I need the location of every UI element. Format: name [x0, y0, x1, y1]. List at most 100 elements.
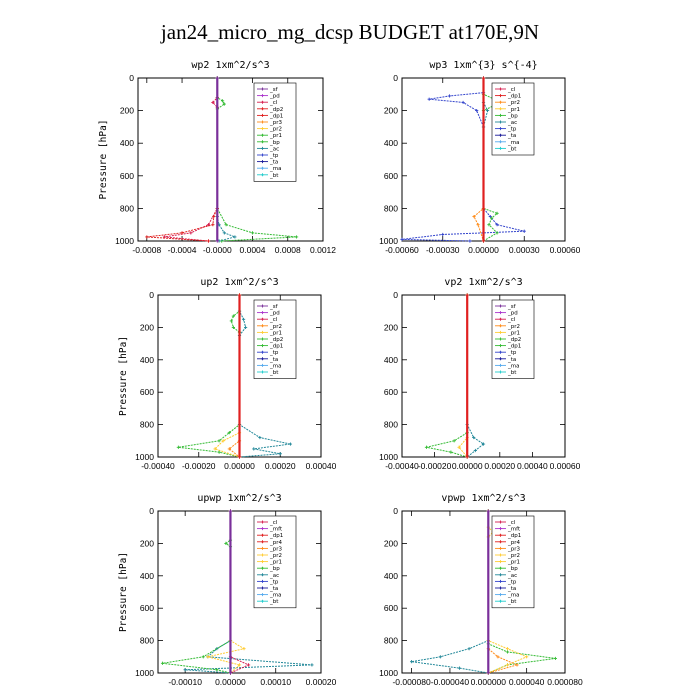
series-marker — [231, 325, 235, 329]
legend-marker — [261, 586, 264, 590]
legend-entry: _ma — [507, 593, 519, 599]
legend-entry: _ta — [269, 160, 278, 166]
chart-panel-5: upwp 1xm^2/s^3 0 200 400 600 800 1000 -0.00010 0… — [118, 493, 337, 687]
legend-entry: _ac — [269, 573, 279, 579]
x-tick-label: 0.00020 — [484, 461, 515, 471]
legend-entry: _bp — [269, 566, 280, 572]
legend-marker — [499, 146, 502, 150]
series-marker — [242, 647, 246, 651]
legend-marker — [499, 357, 502, 361]
legend-entry: _tp — [269, 153, 279, 159]
series-marker — [189, 231, 193, 235]
series-marker — [246, 663, 251, 667]
legend-marker — [261, 533, 264, 537]
series-marker — [472, 214, 476, 219]
chart-panel-1: wp2 1xm^2/s^3 0 200 400 600 800 1000-0.0008 -0.… — [98, 60, 336, 255]
x-tick-label: -0.0008 — [132, 245, 161, 255]
legend-entry: _pd — [507, 311, 518, 317]
y-tick-label: 600 — [140, 387, 154, 397]
y-tick-label: 1000 — [135, 668, 154, 678]
figure-title: jan24_micro_mg_dcsp BUDGET at170E,9N — [160, 20, 540, 44]
y-tick-label: 200 — [140, 538, 154, 548]
series-line — [216, 78, 237, 242]
legend-marker — [261, 311, 264, 315]
legend-entry: _ma — [507, 363, 519, 369]
legend-marker — [499, 579, 502, 583]
legend-marker — [499, 344, 502, 348]
legend-marker — [261, 363, 264, 367]
y-tick-label: 600 — [140, 603, 154, 613]
legend-entry: _mft — [507, 527, 521, 533]
y-tick-label: 0 — [393, 506, 398, 516]
legend-marker — [499, 593, 502, 597]
series-marker — [495, 211, 499, 215]
series-line — [214, 295, 240, 458]
x-tick-label: -0.000080 — [392, 677, 431, 687]
y-tick-label: 800 — [384, 636, 398, 646]
legend-entry: _pr2 — [269, 553, 282, 559]
legend-entry: _bt — [269, 599, 279, 605]
series-line — [426, 295, 468, 458]
legend-entry: _bt — [507, 599, 517, 605]
series-marker — [525, 655, 529, 659]
series-marker — [485, 109, 490, 113]
series-marker — [288, 442, 293, 446]
series-marker — [447, 94, 452, 98]
legend-marker — [499, 113, 502, 117]
legend-entry: _ac — [507, 573, 517, 579]
series-marker — [237, 293, 242, 297]
legend-marker — [261, 344, 264, 348]
legend-entry: _dp1 — [507, 533, 521, 539]
panel-title: vpwp 1xm^2/s^3 — [441, 493, 525, 504]
x-tick-label: 0.00000 — [468, 245, 499, 255]
legend-entry: _dp1 — [269, 344, 283, 350]
legend-marker — [261, 94, 264, 98]
series-marker — [515, 663, 519, 667]
legend-entry: _tp — [507, 127, 517, 133]
series-marker — [206, 223, 211, 227]
legend-box — [253, 82, 297, 182]
series-marker — [228, 509, 233, 513]
series-marker — [222, 102, 226, 106]
series-marker — [481, 76, 486, 80]
y-tick-label: 800 — [140, 420, 154, 430]
legend-marker — [499, 94, 502, 98]
y-tick-label: 200 — [384, 538, 398, 548]
legend-marker — [261, 337, 264, 341]
legend-entry: _mft — [269, 527, 283, 533]
legend-marker — [261, 560, 264, 564]
series-marker — [310, 663, 314, 667]
legend-entry: _pr4 — [269, 540, 283, 546]
series-marker — [495, 223, 499, 227]
chart-panel-3: up2 1xm^2/s^3 0 200 400 600 800 1000-0.00040 -0… — [118, 277, 337, 471]
legend-marker — [499, 140, 502, 144]
legend-marker — [499, 370, 502, 374]
legend-entry: _ta — [507, 357, 516, 363]
series-marker — [237, 455, 242, 459]
plot-frame — [401, 510, 566, 674]
legend-entry: _pr1 — [507, 560, 520, 566]
legend-entry: _pr4 — [507, 540, 521, 546]
series-marker — [449, 450, 453, 454]
legend-entry: _dp2 — [507, 337, 521, 343]
legend-marker — [499, 540, 502, 544]
x-tick-label: 0.0012 — [310, 245, 336, 255]
plot-frame — [157, 510, 322, 674]
y-tick-label: 800 — [140, 636, 154, 646]
legend-marker — [261, 330, 264, 334]
series-line — [162, 511, 231, 674]
chart-panel-2: wp3 1xm^{3} s^{-4}02004006008001000-0.00… — [379, 60, 581, 255]
series-marker — [481, 239, 486, 243]
y-tick-label: 200 — [120, 106, 134, 116]
series-marker — [505, 663, 510, 667]
series-marker — [294, 235, 299, 239]
series-line — [146, 78, 218, 242]
legend-marker — [499, 586, 502, 590]
legend-marker — [499, 546, 502, 550]
legend-entry: _pd — [269, 311, 280, 317]
panel-title: wp3 1xm^{3} s^{-4} — [429, 60, 537, 71]
series-marker — [475, 109, 479, 113]
legend-marker — [261, 100, 264, 104]
x-tick-label: -0.00010 — [168, 677, 202, 687]
